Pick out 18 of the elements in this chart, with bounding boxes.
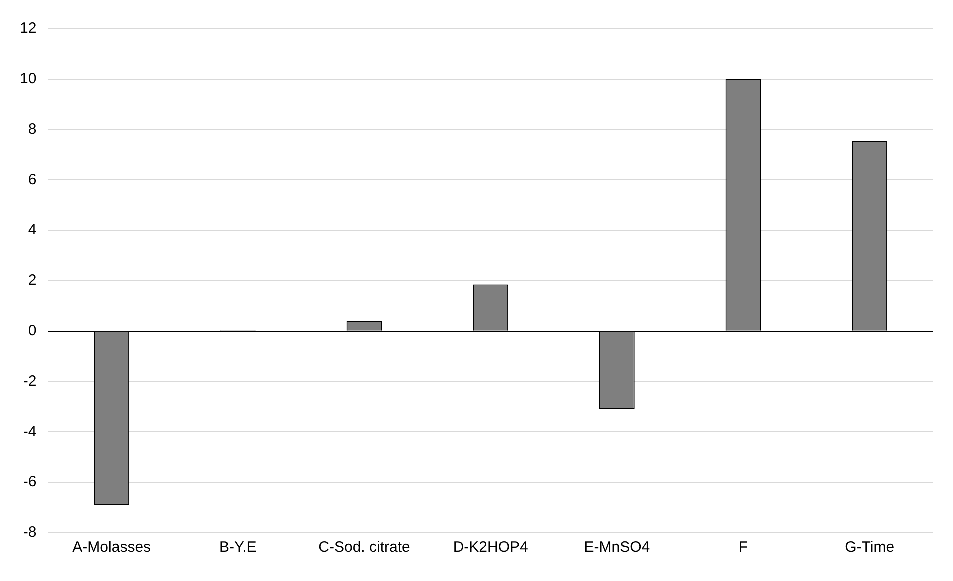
x-tick-label: B-Y.E	[220, 539, 257, 556]
y-tick-label: 10	[20, 70, 37, 88]
x-tick-label: E-MnSO4	[584, 539, 650, 556]
y-tick-label: -2	[23, 372, 37, 390]
y-tick-label: 8	[28, 120, 37, 138]
y-tick-label: 2	[28, 272, 37, 290]
x-tick-label: F	[738, 539, 748, 556]
y-tick-label: -4	[23, 423, 37, 440]
y-tick-label: 12	[20, 20, 37, 38]
y-tick-label: -8	[23, 524, 37, 542]
y-tick-label: 4	[28, 222, 37, 239]
y-tick-label: 6	[28, 171, 37, 188]
y-tick-label: -6	[23, 474, 37, 491]
y-tick-label: 0	[28, 322, 37, 340]
x-tick-label: C-Sod. citrate	[318, 539, 410, 556]
x-tick-label: G-Time	[845, 539, 895, 556]
x-tick-label: D-K2HOP4	[453, 539, 528, 556]
x-tick-label: A-Molasses	[72, 539, 152, 556]
